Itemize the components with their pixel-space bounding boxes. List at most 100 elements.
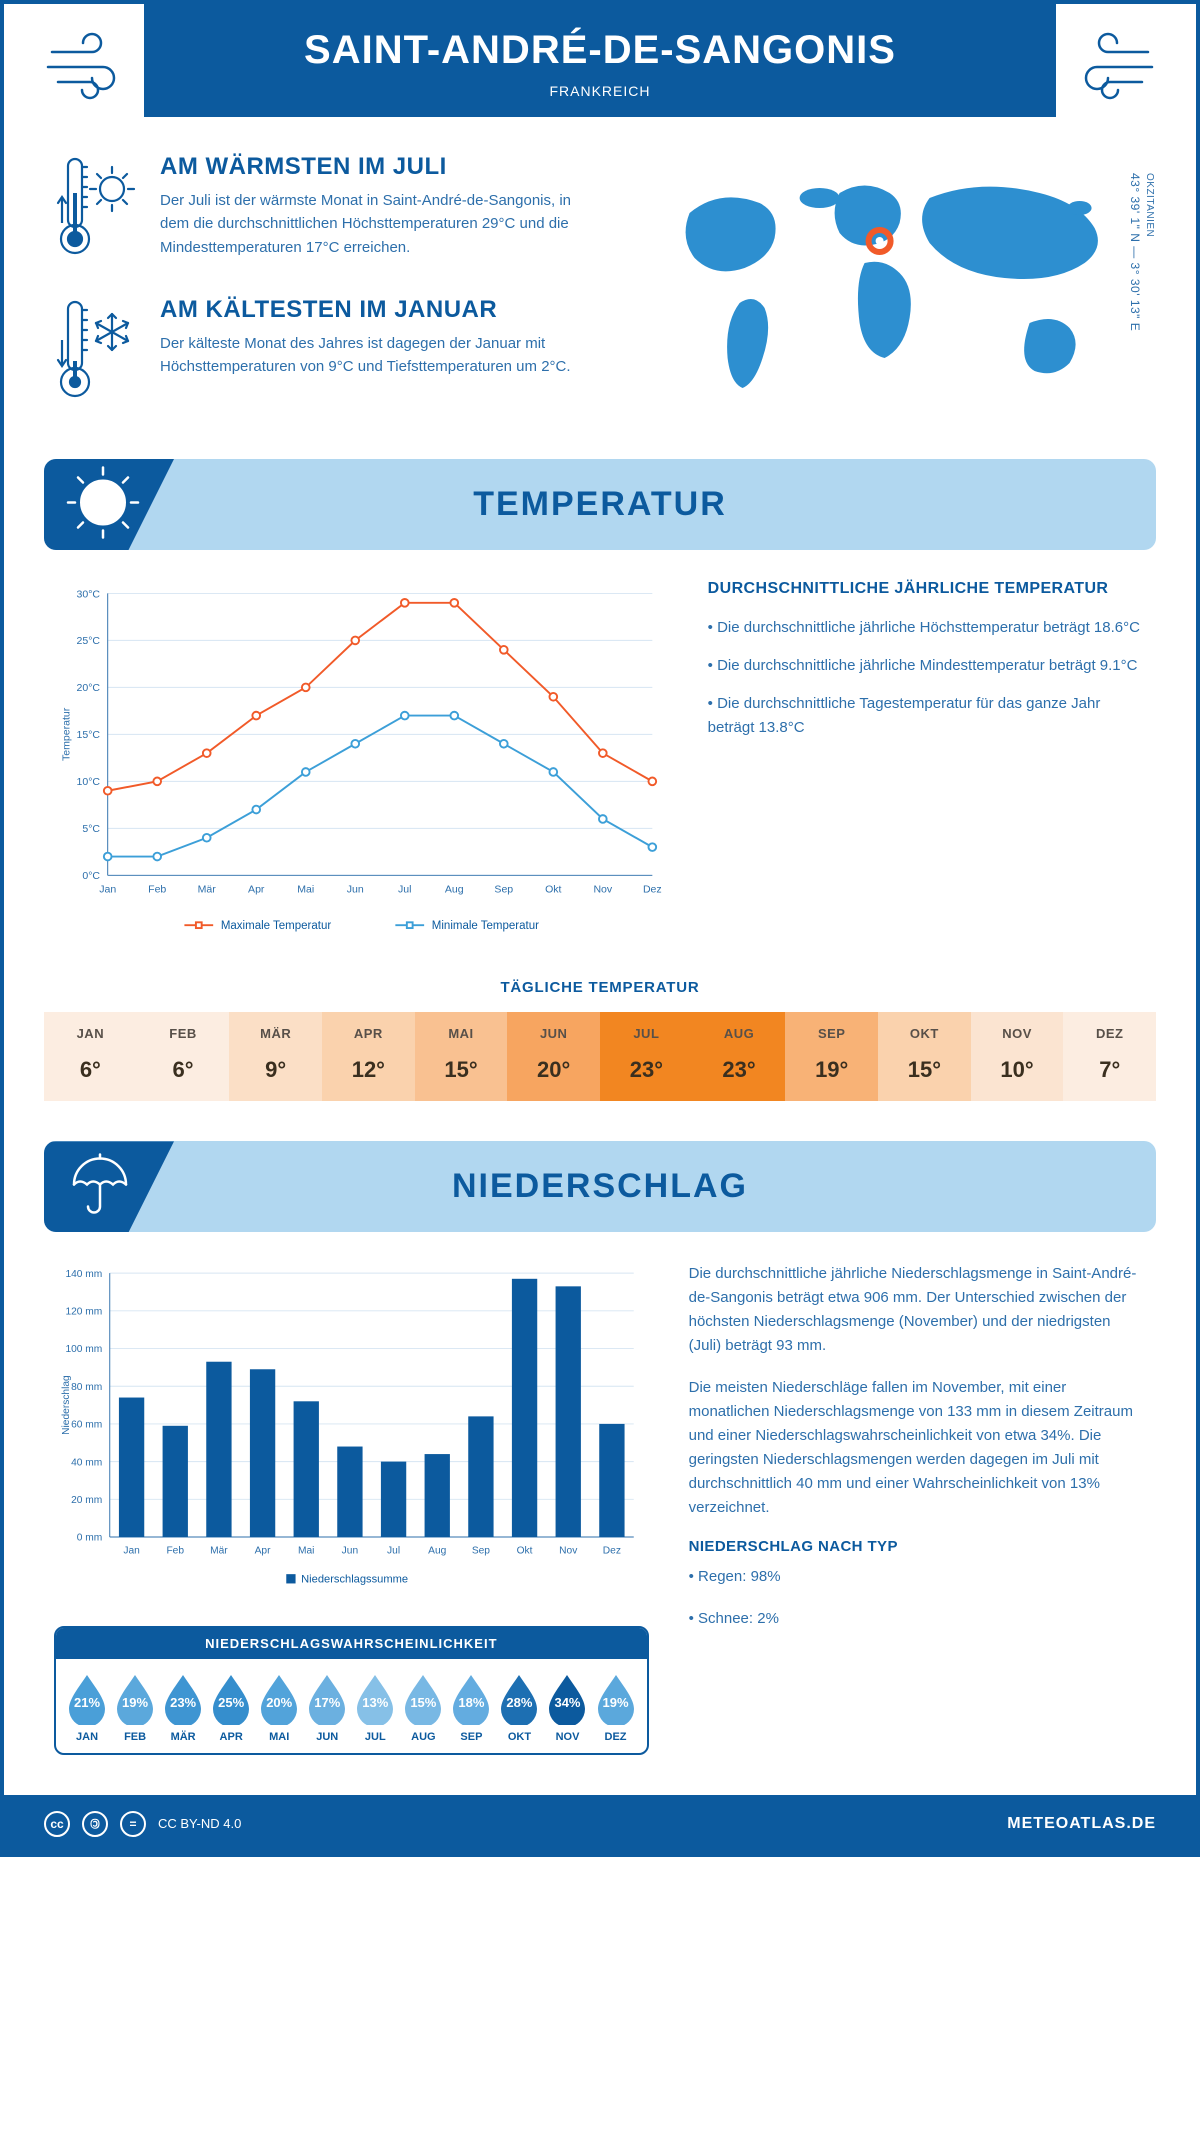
svg-text:20 mm: 20 mm — [71, 1495, 102, 1506]
svg-text:0°C: 0°C — [82, 870, 100, 882]
warmest-title: AM WÄRMSTEN IM JULI — [160, 153, 593, 181]
thermometer-snow-icon — [54, 296, 140, 411]
drop-icon: 21% — [65, 1673, 109, 1725]
prob-value: 25% — [218, 1695, 244, 1710]
sun-icon — [64, 463, 142, 546]
wind-icon — [1066, 32, 1156, 107]
svg-text:Nov: Nov — [593, 884, 612, 896]
prob-month: APR — [208, 1731, 254, 1743]
svg-text:80 mm: 80 mm — [71, 1382, 102, 1393]
prob-cell: 15% AUG — [400, 1673, 446, 1743]
prob-month: JUN — [304, 1731, 350, 1743]
drop-icon: 28% — [497, 1673, 541, 1725]
world-map-area: OKZITANIEN 43° 39' 1" N — 3° 30' 13" E — [633, 153, 1146, 439]
prob-month: AUG — [400, 1731, 446, 1743]
daily-month: FEB — [137, 1026, 230, 1041]
prob-value: 28% — [506, 1695, 532, 1710]
drop-icon: 18% — [449, 1673, 493, 1725]
daily-cell: OKT15° — [878, 1012, 971, 1101]
svg-text:10°C: 10°C — [77, 776, 101, 788]
daily-value: 6° — [137, 1057, 230, 1083]
prob-month: OKT — [496, 1731, 542, 1743]
svg-text:Jul: Jul — [387, 1546, 400, 1557]
prob-cell: 13% JUL — [352, 1673, 398, 1743]
svg-text:Temperatur: Temperatur — [60, 707, 72, 761]
prob-value: 20% — [266, 1695, 292, 1710]
daily-month: APR — [322, 1026, 415, 1041]
license-text: CC BY-ND 4.0 — [158, 1816, 241, 1831]
temp-line-chart: 0°C5°C10°C15°C20°C25°C30°CJanFebMärAprMa… — [54, 580, 668, 949]
drop-icon: 34% — [545, 1673, 589, 1725]
svg-text:Nov: Nov — [559, 1546, 578, 1557]
daily-month: MAI — [415, 1026, 508, 1041]
prob-cell: 21% JAN — [64, 1673, 110, 1743]
temp-section: 0°C5°C10°C15°C20°C25°C30°CJanFebMärAprMa… — [4, 550, 1196, 959]
precip-para-1: Die durchschnittliche jährliche Niedersc… — [689, 1262, 1146, 1358]
country-label: FRANKREICH — [144, 83, 1056, 99]
daily-month: JUN — [507, 1026, 600, 1041]
daily-value: 23° — [600, 1057, 693, 1083]
svg-text:0 mm: 0 mm — [77, 1533, 103, 1544]
drop-icon: 19% — [113, 1673, 157, 1725]
drop-icon: 20% — [257, 1673, 301, 1725]
prob-value: 19% — [603, 1695, 629, 1710]
svg-text:Jan: Jan — [123, 1546, 140, 1557]
intro-section: AM WÄRMSTEN IM JULI Der Juli ist der wär… — [4, 117, 1196, 459]
intro-facts: AM WÄRMSTEN IM JULI Der Juli ist der wär… — [54, 153, 593, 439]
daily-month: OKT — [878, 1026, 971, 1041]
coldest-fact: AM KÄLTESTEN IM JANUAR Der kälteste Mona… — [54, 296, 593, 411]
svg-text:Okt: Okt — [545, 884, 561, 896]
svg-text:Jan: Jan — [99, 884, 116, 896]
umbrella-icon — [64, 1148, 136, 1225]
daily-cell: JUL 23° — [600, 1012, 693, 1101]
prob-value: 34% — [554, 1695, 580, 1710]
prob-cell: 18% SEP — [448, 1673, 494, 1743]
daily-cell: APR 12° — [322, 1012, 415, 1101]
svg-text:Mär: Mär — [210, 1546, 228, 1557]
svg-text:20°C: 20°C — [77, 682, 101, 694]
svg-text:40 mm: 40 mm — [71, 1458, 102, 1469]
precip-banner: NIEDERSCHLAG — [44, 1141, 1156, 1232]
precip-snow: • Schnee: 2% — [689, 1607, 1146, 1631]
precip-section: 0 mm20 mm40 mm60 mm80 mm100 mm120 mm140 … — [4, 1232, 1196, 1774]
coldest-title: AM KÄLTESTEN IM JANUAR — [160, 296, 593, 324]
prob-cell: 19% FEB — [112, 1673, 158, 1743]
precip-banner-title: NIEDERSCHLAG — [44, 1167, 1156, 1206]
daily-value: 6° — [44, 1057, 137, 1083]
svg-text:Okt: Okt — [517, 1546, 533, 1557]
daily-value: 23° — [693, 1057, 786, 1083]
prob-cell: 19% DEZ — [593, 1673, 639, 1743]
cc-icon: cc — [44, 1811, 70, 1837]
temp-banner-title: TEMPERATUR — [44, 485, 1156, 524]
svg-text:Dez: Dez — [603, 1546, 621, 1557]
daily-cell: MAI15° — [415, 1012, 508, 1101]
prob-value: 18% — [458, 1695, 484, 1710]
svg-text:15°C: 15°C — [77, 729, 101, 741]
daily-month: NOV — [971, 1026, 1064, 1041]
daily-value: 10° — [971, 1057, 1064, 1083]
prob-value: 13% — [362, 1695, 388, 1710]
temp-avg-min: • Die durchschnittliche jährliche Mindes… — [708, 654, 1146, 678]
warmest-desc: Der Juli ist der wärmste Monat in Saint-… — [160, 189, 593, 259]
temp-avg-max: • Die durchschnittliche jährliche Höchst… — [708, 616, 1146, 640]
by-icon: 🄯 — [82, 1811, 108, 1837]
daily-value: 12° — [322, 1057, 415, 1083]
prob-cell: 28% OKT — [496, 1673, 542, 1743]
svg-text:Jun: Jun — [342, 1546, 359, 1557]
prob-value: 19% — [122, 1695, 148, 1710]
daily-month: JUL — [600, 1026, 693, 1041]
svg-text:Mai: Mai — [298, 1546, 314, 1557]
precip-prob-box: NIEDERSCHLAGSWAHRSCHEINLICHKEIT 21% JAN … — [54, 1626, 649, 1755]
prob-month: MAI — [256, 1731, 302, 1743]
temp-avg-day: • Die durchschnittliche Tagestemperatur … — [708, 692, 1146, 740]
region-label: OKZITANIEN — [1144, 173, 1155, 237]
svg-text:Mai: Mai — [297, 884, 314, 896]
svg-text:Dez: Dez — [643, 884, 662, 896]
svg-text:Niederschlag: Niederschlag — [61, 1375, 72, 1435]
precip-rain: • Regen: 98% — [689, 1565, 1146, 1589]
coordinates: OKZITANIEN 43° 39' 1" N — 3° 30' 13" E — [1128, 173, 1156, 331]
daily-cell: FEB 6° — [137, 1012, 230, 1101]
svg-text:Niederschlagssumme: Niederschlagssumme — [301, 1574, 408, 1586]
daily-cell: DEZ7° — [1063, 1012, 1156, 1101]
precip-bar-chart: 0 mm20 mm40 mm60 mm80 mm100 mm120 mm140 … — [54, 1262, 649, 1596]
